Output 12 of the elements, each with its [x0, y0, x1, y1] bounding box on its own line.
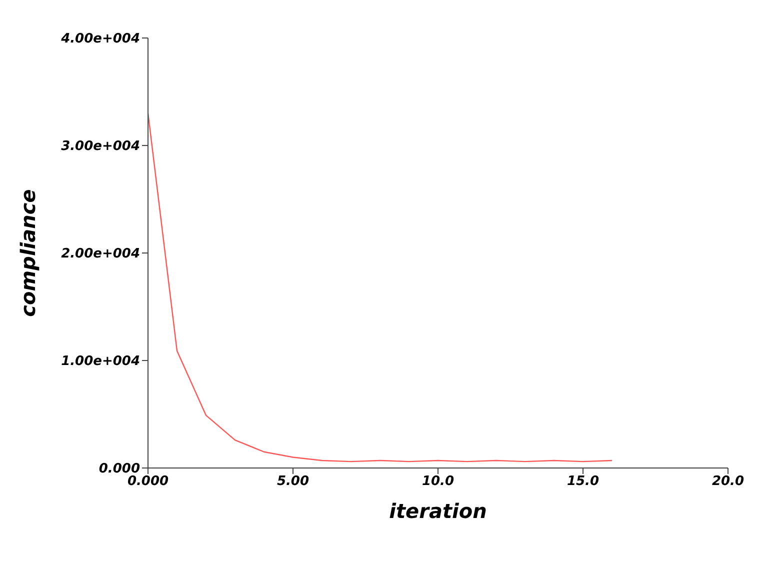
y-tick-label: 4.00e+004 — [60, 32, 140, 47]
x-tick-label: 20.0 — [712, 474, 744, 490]
x-tick-label: 5.00 — [276, 474, 310, 490]
x-tick-label: 15.0 — [566, 474, 600, 490]
x-tick-label: 10.0 — [422, 474, 454, 490]
y-tick-label: 1.00e+004 — [61, 354, 140, 370]
x-axis-title: iteration — [389, 499, 487, 523]
y-tick-label: 3.00e+004 — [61, 139, 140, 154]
line-series — [148, 112, 613, 462]
y-tick-label: 2.00e+004 — [61, 246, 140, 262]
y-axis-title: compliance — [16, 189, 40, 317]
x-tick-label: 0.000 — [127, 474, 169, 490]
